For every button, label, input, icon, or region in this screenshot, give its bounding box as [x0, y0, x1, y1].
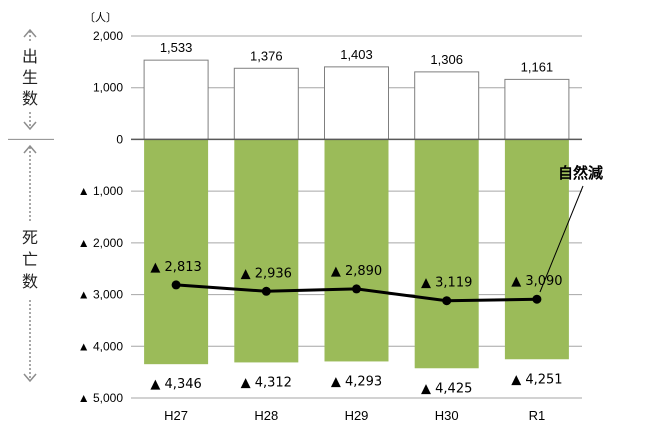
x-tick-label: H29 — [345, 408, 369, 423]
data-labels: 1,533 ▲ 4,346 ▲ 2,813 1,376 ▲ 4,312 ▲ 2,936 1,… — [150, 40, 603, 396]
natural-decrease-value-label: ▲ 3,119 — [421, 276, 472, 291]
birth-bar — [324, 66, 389, 140]
birth-value-label: 1,376 — [250, 48, 283, 63]
natural-decrease-point — [261, 286, 271, 296]
x-tick-label: H30 — [435, 408, 459, 423]
birth-value-label: 1,306 — [430, 52, 463, 67]
natural-decrease-value-label: ▲ 2,813 — [150, 260, 201, 275]
natural-decrease-point — [442, 296, 452, 306]
side-label-char: 生 — [22, 68, 38, 87]
side-label-char: 出 — [22, 47, 38, 66]
death-value-label: ▲ 4,346 — [150, 377, 201, 392]
death-value-label: ▲ 4,312 — [241, 375, 292, 390]
side-label-char: 数 — [22, 89, 38, 108]
natural-decrease-annotation: 自然減 — [558, 164, 603, 182]
annotation-leader-line — [539, 185, 584, 293]
death-value-label: ▲ 4,251 — [511, 372, 562, 387]
death-bar — [324, 139, 389, 362]
birth-bar — [143, 59, 209, 140]
natural-decrease-point — [352, 284, 361, 294]
bars — [143, 59, 570, 369]
death-bar — [414, 139, 479, 369]
natural-decrease-value-label: ▲ 2,890 — [331, 264, 382, 279]
y-tick-label: 1,000 — [93, 81, 123, 95]
birth-bar — [504, 78, 570, 140]
y-tick-label: 0 — [116, 132, 123, 146]
y-tick-label: ▲ 2,000 — [78, 236, 124, 250]
x-tick-label: H27 — [164, 408, 188, 423]
side-label-char: 死 — [22, 228, 38, 247]
y-tick-label: ▲ 5,000 — [78, 391, 124, 405]
unit-label: 〔人〕 — [84, 11, 117, 24]
birth-value-label: 1,403 — [340, 47, 373, 62]
natural-decrease-line — [171, 280, 542, 306]
natural-decrease-value-label: ▲ 3,090 — [511, 274, 562, 289]
y-tick-label: ▲ 3,000 — [78, 288, 124, 302]
arrow-up-icon — [23, 144, 37, 154]
arrow-down-icon — [23, 373, 37, 383]
x-tick-label: R1 — [529, 408, 546, 423]
side-label-char: 数 — [22, 272, 38, 291]
birth-value-label: 1,533 — [160, 40, 193, 55]
death-bar — [504, 139, 569, 360]
natural-decrease-value-label: ▲ 2,936 — [241, 266, 292, 281]
natural-decrease-point — [532, 294, 542, 304]
natural-decrease-point — [171, 280, 181, 290]
death-value-label: ▲ 4,293 — [331, 374, 382, 389]
axes: 2,000 1,000 0 ▲ 1,000 ▲ 2,000 ▲ 3,000 ▲ 4,000 ▲… — [78, 11, 582, 423]
birth-value-label: 1,161 — [521, 59, 554, 74]
arrow-down-icon — [23, 121, 37, 131]
death-bar — [144, 139, 209, 365]
y-tick-label: ▲ 4,000 — [78, 339, 124, 353]
y-tick-label: ▲ 1,000 — [78, 184, 124, 198]
y-tick-label: 2,000 — [93, 29, 123, 43]
death-value-label: ▲ 4,425 — [421, 381, 472, 396]
death-bar — [234, 139, 299, 363]
side-label-char: 亡 — [22, 250, 38, 269]
arrow-up-icon — [23, 28, 37, 38]
birth-bar — [414, 71, 480, 140]
birth-bar — [233, 67, 299, 140]
x-tick-label: H28 — [254, 408, 278, 423]
